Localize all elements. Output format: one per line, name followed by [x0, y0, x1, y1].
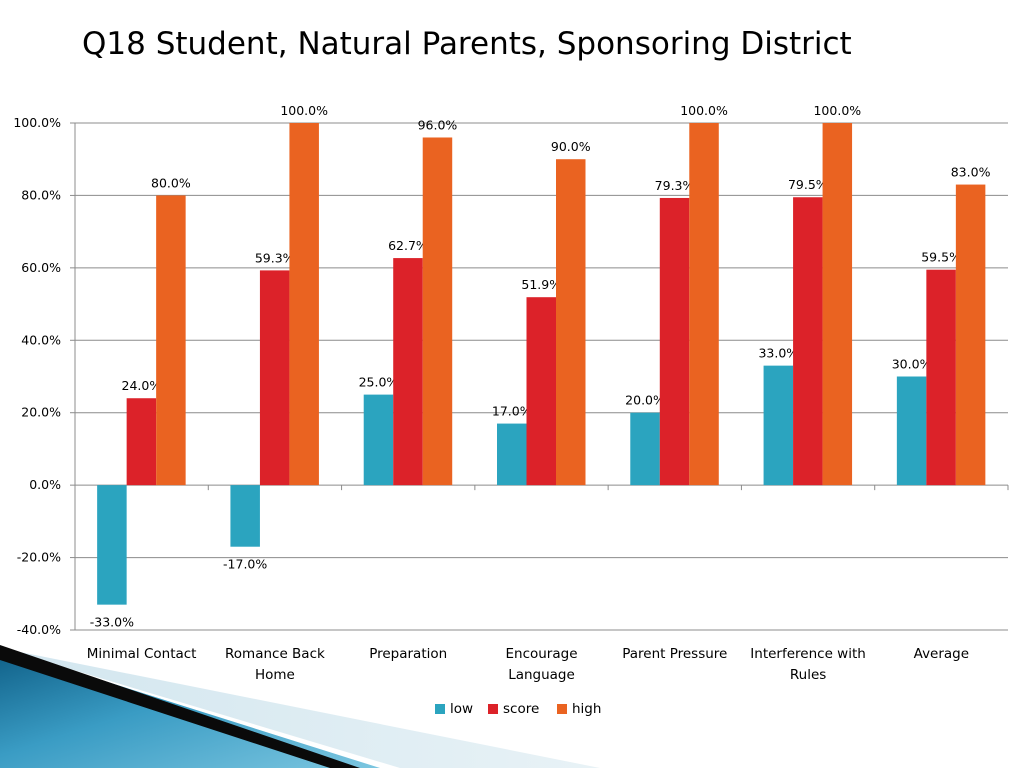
legend-swatch-low — [435, 704, 445, 714]
category-label: Interference with — [750, 646, 866, 662]
data-label-high: 100.0% — [280, 103, 328, 118]
bar-high — [689, 123, 719, 486]
category-label: Encourage — [505, 646, 577, 662]
legend-swatch-high — [557, 704, 567, 714]
legend-label-low: low — [450, 701, 473, 717]
bar-low — [363, 394, 394, 486]
data-label-low: 33.0% — [758, 346, 798, 361]
bar-high — [822, 123, 853, 486]
category-label: Minimal Contact — [87, 646, 197, 662]
bar-score — [926, 269, 956, 486]
slide-title: Q18 Student, Natural Parents, Sponsoring… — [82, 26, 852, 62]
bar-score — [259, 270, 290, 486]
bar-high — [289, 123, 319, 486]
y-tick-label: 0.0% — [29, 477, 61, 492]
y-tick-label: 20.0% — [21, 405, 61, 420]
y-tick-label: 40.0% — [21, 332, 61, 347]
category-label: Romance Back — [225, 646, 325, 662]
data-label-score: 59.5% — [921, 250, 961, 265]
data-label-high: 80.0% — [151, 175, 191, 190]
bar-high — [422, 137, 453, 486]
bar-high — [955, 184, 986, 486]
y-tick-label: 80.0% — [21, 187, 61, 202]
data-label-high: 100.0% — [680, 103, 728, 118]
bar-low — [497, 423, 527, 486]
legend-label-high: high — [572, 701, 601, 717]
bar-score — [793, 197, 823, 486]
data-label-high: 100.0% — [813, 103, 861, 118]
legend-label-score: score — [503, 701, 539, 717]
bar-high — [156, 195, 186, 486]
y-tick-label: 100.0% — [13, 115, 61, 130]
category-label: Parent Pressure — [622, 646, 727, 662]
bar-score — [126, 398, 157, 486]
bar-low — [97, 485, 127, 605]
data-label-score: 79.3% — [655, 178, 695, 193]
data-label-high: 83.0% — [951, 165, 991, 180]
deco-black-band — [0, 645, 360, 768]
data-label-high: 90.0% — [551, 139, 591, 154]
bar-score — [393, 258, 423, 486]
data-label-low: -17.0% — [223, 557, 267, 572]
bar-low — [230, 485, 260, 547]
bar-low — [896, 376, 927, 486]
data-label-score: 59.3% — [255, 250, 295, 265]
data-label-high: 96.0% — [418, 117, 458, 132]
bar-high — [556, 159, 586, 486]
bar-score — [526, 297, 556, 486]
bar-low — [763, 365, 794, 486]
category-label: Rules — [790, 667, 826, 683]
legend-swatch-score — [488, 704, 498, 714]
category-label: Language — [508, 667, 575, 683]
data-label-low: 25.0% — [359, 375, 399, 390]
bar-score — [659, 197, 690, 486]
y-tick-label: -20.0% — [17, 550, 61, 565]
category-label: Preparation — [369, 646, 447, 662]
deco-light-band — [0, 648, 600, 768]
data-label-low: 30.0% — [892, 357, 932, 372]
data-label-score: 62.7% — [388, 238, 428, 253]
data-label-low: 20.0% — [625, 393, 665, 408]
data-label-score: 79.5% — [788, 177, 828, 192]
bar-low — [630, 412, 660, 486]
category-label: Average — [914, 646, 969, 662]
y-tick-label: -40.0% — [17, 622, 61, 637]
data-label-score: 24.0% — [122, 378, 162, 393]
category-label: Home — [255, 667, 295, 683]
data-label-low: -33.0% — [90, 615, 134, 630]
y-tick-label: 60.0% — [21, 260, 61, 275]
data-label-low: 17.0% — [492, 404, 532, 419]
data-label-score: 51.9% — [521, 277, 561, 292]
